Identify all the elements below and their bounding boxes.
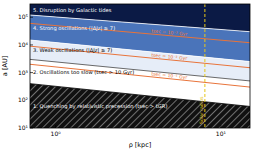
plot-area: [30, 4, 250, 128]
y-tick-label: 10¹: [18, 124, 29, 131]
region-label: 4. Strong oscillations (|ΔJz| ≥ 7): [33, 25, 115, 32]
region-label: 5. Disruption by Galactic tides: [33, 7, 112, 14]
region-label: 1. Quenching by relativistic precession …: [33, 103, 167, 110]
x-tick: [220, 125, 221, 128]
x-tick: [55, 125, 56, 128]
region-label: 3. Weak oscillations (|ΔJz| ≥ 7): [33, 47, 112, 54]
y-tick: [30, 128, 33, 129]
chart: 5. Disruption by Galactic tides 4. Strong…: [0, 0, 260, 151]
boundary: [30, 59, 250, 81]
frame: [30, 4, 250, 128]
contour-label: tsec = 10⁻¹ Gyr: [151, 71, 187, 80]
contour-line: [30, 23, 250, 42]
region-label: 2. Oscillations too slow (tsec > 10 Gyr): [33, 69, 134, 76]
y-tick: [30, 100, 33, 101]
y-tick: [30, 17, 33, 18]
contour-label: tsec = 10⁻² Gyr: [151, 53, 187, 62]
contour-line: [30, 64, 250, 87]
x-axis-label: ρ [kpc]: [129, 141, 152, 149]
vline-label: Solar radius: [199, 96, 204, 124]
vline: [204, 4, 205, 128]
y-tick: [30, 44, 33, 45]
contour-line: [30, 46, 250, 68]
boundary: [30, 40, 250, 62]
y-tick-label: 10⁵: [18, 13, 29, 20]
x-tick-label: 10¹: [216, 130, 227, 137]
x-tick-label: 10⁰: [51, 130, 62, 137]
y-tick-label: 10³: [18, 69, 29, 76]
y-tick: [30, 72, 33, 73]
y-tick-label: 10⁴: [18, 41, 29, 48]
contour-label: tsec = 10⁻³ Gyr: [151, 29, 187, 37]
boundary: [30, 15, 250, 32]
region-hatch: [30, 84, 250, 128]
y-tick-label: 10²: [18, 96, 29, 103]
y-axis-label: a [AU]: [1, 56, 9, 76]
region: [30, 84, 250, 128]
